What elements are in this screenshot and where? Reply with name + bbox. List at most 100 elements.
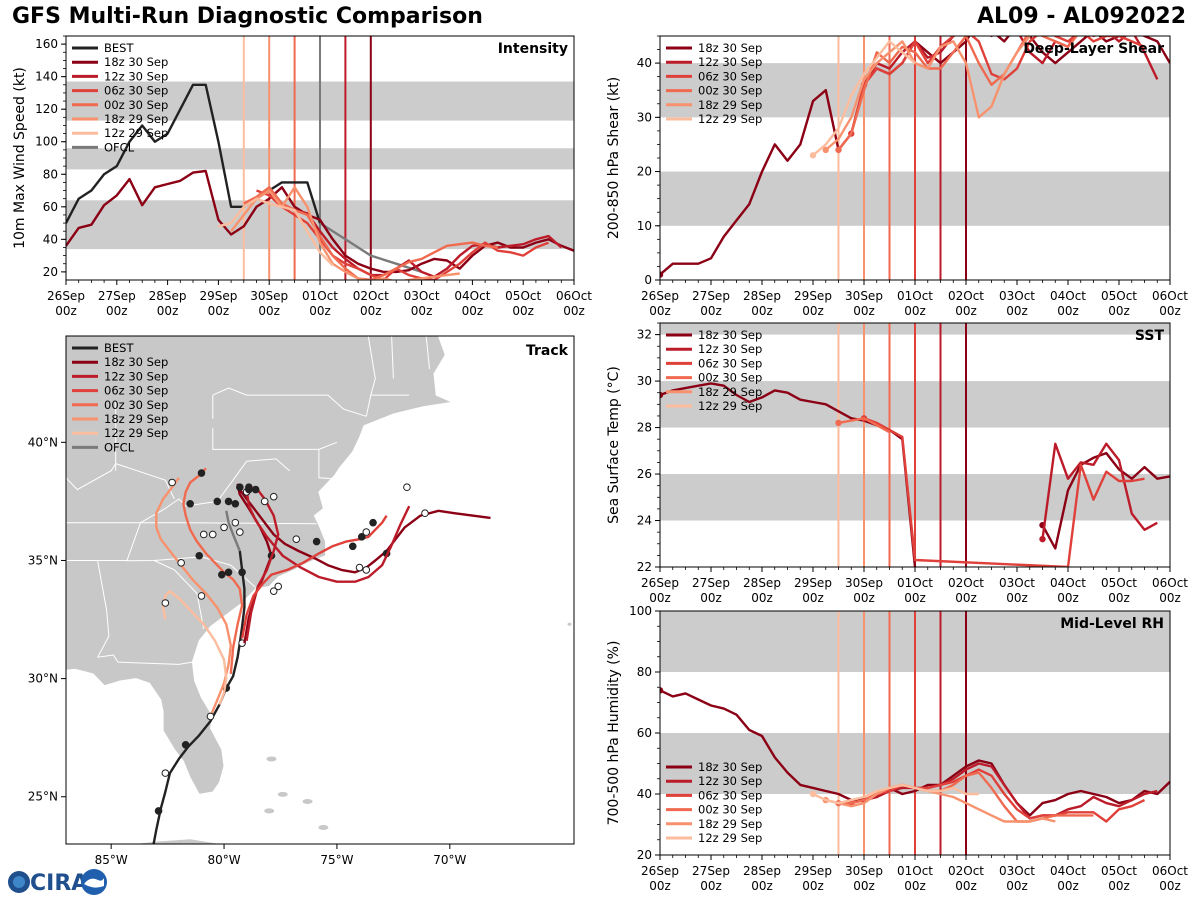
intensity-series-line [66,83,322,224]
rh-xtick-label: 00z [1108,879,1130,893]
rh-xtick-label: 26Sep [641,864,679,878]
track-point [269,587,278,595]
chart-title: GFS Multi-Run Diagnostic Comparison [12,4,483,29]
shear-xtick-label: 00z [700,304,722,318]
track-point [362,528,371,536]
sst-ytick-label: 32 [637,328,652,342]
intensity-series-line [256,189,550,280]
sst-xtick-label: 03Oct [999,576,1035,590]
rh-xtick-label: 00z [955,879,977,893]
intensity-xtick-label: 26Sep [47,289,85,303]
bahamas-island [264,808,275,814]
rh-legend-label: 12z 29 Sep [698,831,762,845]
track-line [182,467,244,675]
track-ytick-label: 40°N [28,435,58,449]
sst-xtick-label: 00z [853,591,875,605]
state-border [97,560,110,658]
bahamas-island [318,824,329,830]
intensity-xtick-label: 00z [563,304,585,318]
rh-xtick-label: 00z [1006,879,1028,893]
track-point [208,530,217,539]
state-border [318,449,335,480]
sst-series-start-point [1039,535,1046,543]
sst-ytick-label: 26 [637,467,652,481]
track-line [155,477,233,717]
intensity-legend-label: 12z 30 Sep [104,69,168,83]
intensity-xtick-label: 06Oct [556,289,592,303]
intensity-xtick-label: 05Oct [505,289,541,303]
intensity-legend-label: 00z 30 Sep [104,98,168,112]
track-point [217,570,226,579]
sst-xtick-label: 00z [649,591,671,605]
sst-legend-label: 18z 30 Sep [698,328,762,342]
shear-xtick-label: 00z [751,304,773,318]
intensity-ytick-label: 140 [35,70,58,84]
cuba-island [134,839,220,844]
shear-xtick-label: 00z [1159,304,1181,318]
sst-ytick-label: 24 [637,514,652,528]
state-border [153,560,205,630]
intensity-legend-label: 18z 30 Sep [104,55,168,69]
track-map-group [66,336,574,844]
intensity-xtick-label: 00z [512,304,534,318]
sst-series-line [1041,442,1158,540]
sst-ytick-label: 22 [637,560,652,574]
rh-xtick-label: 00z [649,879,671,893]
rh-ylabel: 700-500 hPa Humidity (%) [606,641,622,826]
shear-series-start-point [835,146,842,154]
track-point [348,542,357,551]
shear-series-start-point [660,271,664,278]
state-border [115,463,175,500]
track-line [161,590,228,706]
sst-xtick-label: 30Sep [845,576,883,590]
shear-panel: 01020304026Sep00z27Sep00z28Sep00z29Sep00… [606,35,1188,318]
track-point [224,568,233,577]
intensity-xtick-label: 00z [309,304,331,318]
shear-xtick-label: 06Oct [1152,289,1188,303]
rh-xtick-label: 06Oct [1152,864,1188,878]
sst-xtick-label: 26Sep [641,576,679,590]
shear-xtick-label: 00z [1057,304,1079,318]
shear-series-line [812,40,916,157]
shear-series-start-point [809,152,817,159]
shear-ytick-label: 20 [637,165,652,179]
shear-xtick-label: 30Sep [845,289,883,303]
track-point [195,551,204,560]
sst-xtick-label: 00z [904,591,926,605]
sst-xtick-label: 00z [751,591,773,605]
track-point [199,530,208,539]
rh-xtick-label: 01Oct [897,864,933,878]
shear-xtick-label: 02Oct [948,289,984,303]
intensity-ytick-label: 160 [35,37,58,51]
rh-xtick-label: 00z [700,879,722,893]
shear-ytick-label: 30 [637,110,652,124]
sst-panel: 22242628303226Sep00z27Sep00z28Sep00z29Se… [606,322,1188,605]
track-point [197,592,206,600]
bermuda-island [567,622,572,626]
track-panel-title: Track [526,343,569,359]
track-legend-label: BEST [104,341,134,355]
rh-xtick-label: 00z [904,879,926,893]
intensity-xtick-label: 30Sep [250,289,288,303]
sst-legend-label: 06z 30 Sep [698,356,762,370]
sst-series-line [1041,451,1170,550]
intensity-xtick-label: 27Sep [98,289,136,303]
rh-ytick-label: 40 [637,787,652,801]
shear-series-group [660,36,1170,278]
intensity-legend-label: 18z 29 Sep [104,112,168,126]
rh-xtick-label: 00z [802,879,824,893]
cira-logo-text: CIRA [30,871,88,896]
rh-xtick-label: 02Oct [948,864,984,878]
intensity-series-line [243,186,498,280]
intensity-ytick-label: 20 [43,265,58,279]
intensity-xtick-label: 28Sep [149,289,187,303]
sst-legend-label: 18z 29 Sep [698,385,762,399]
state-border [66,556,257,588]
track-legend-label: 18z 29 Sep [104,412,168,426]
track-legend-label: 12z 29 Sep [104,426,168,440]
sst-xtick-label: 06Oct [1152,576,1188,590]
sst-xtick-label: 04Oct [1050,576,1086,590]
sst-series-line [863,417,1145,567]
track-point [231,518,240,527]
